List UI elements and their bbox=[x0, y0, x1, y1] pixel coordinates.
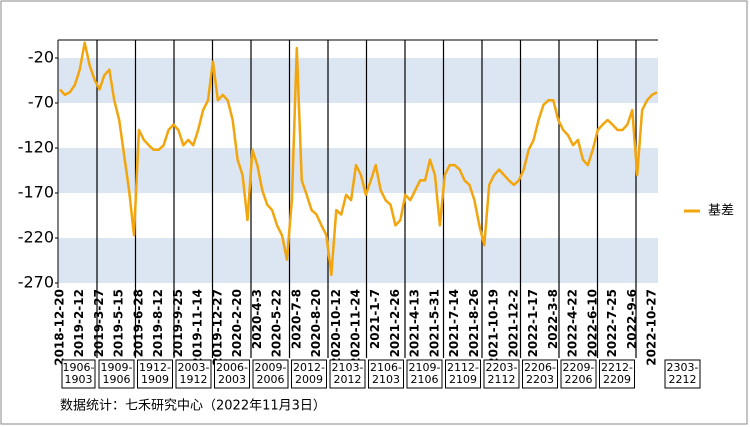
x-tick-label: 2020-7-8 bbox=[289, 289, 303, 349]
contract-label: 2203 bbox=[526, 373, 554, 386]
x-tick-label: 2019-11-14 bbox=[191, 289, 205, 366]
contract-label: 2009 bbox=[295, 373, 323, 386]
contract-label: 2303- bbox=[667, 361, 699, 374]
x-tick-label: 2022-6-10 bbox=[585, 289, 599, 357]
contract-box bbox=[560, 359, 597, 389]
contract-box bbox=[445, 359, 481, 389]
contract-label: 2106- bbox=[370, 361, 402, 374]
contract-label: 1909- bbox=[101, 361, 133, 374]
data-line bbox=[59, 41, 658, 277]
contract-box bbox=[137, 359, 173, 389]
x-tick-label: 2021-7-14 bbox=[447, 289, 461, 357]
x-tick-label: 2020-8-20 bbox=[309, 289, 323, 357]
contract-label: 1912 bbox=[180, 373, 208, 386]
contract-label: 2209- bbox=[563, 361, 595, 374]
band bbox=[58, 58, 658, 103]
contract-label: 2006- bbox=[216, 361, 248, 374]
x-tick-label: 2018-12-20 bbox=[53, 289, 67, 366]
legend-label: 基差 bbox=[708, 204, 734, 219]
x-tick-label: 2022-10-27 bbox=[645, 289, 659, 366]
contract-box bbox=[175, 359, 212, 389]
contract-label: 2206- bbox=[524, 361, 556, 374]
contract-label: 2103 bbox=[372, 373, 400, 386]
contract-label: 2006 bbox=[257, 373, 285, 386]
contract-label: 2112 bbox=[488, 373, 516, 386]
y-tick-label: -120 bbox=[18, 138, 54, 157]
x-tick-label: 2021-8-26 bbox=[467, 289, 481, 357]
x-tick-label: 2019-8-12 bbox=[151, 289, 165, 357]
contract-box bbox=[98, 359, 135, 389]
contract-box bbox=[522, 359, 558, 389]
contract-label: 2203- bbox=[486, 361, 518, 374]
contract-label: 2209 bbox=[603, 373, 631, 386]
contract-box bbox=[61, 359, 96, 389]
contract-label: 2009- bbox=[255, 361, 287, 374]
x-tick-label: 2020-2-20 bbox=[230, 289, 244, 357]
contract-label: 2212- bbox=[601, 361, 633, 374]
x-tick-label: 2020-5-22 bbox=[270, 289, 284, 357]
contract-box bbox=[664, 359, 701, 389]
contract-label: 2106 bbox=[411, 373, 439, 386]
contract-box bbox=[329, 359, 366, 389]
contract-label: 1906 bbox=[103, 373, 131, 386]
contract-box bbox=[483, 359, 520, 389]
contract-box bbox=[291, 359, 327, 389]
x-tick-label: 2019-2-12 bbox=[72, 289, 86, 357]
x-tick-label: 2019-9-25 bbox=[171, 289, 185, 357]
contract-label: 2012- bbox=[293, 361, 325, 374]
x-tick-label: 2021-2-26 bbox=[388, 289, 402, 357]
x-tick-label: 2021-10-19 bbox=[487, 289, 501, 366]
x-tick-label: 2022-4-22 bbox=[566, 289, 580, 357]
contract-label: 2206 bbox=[565, 373, 593, 386]
y-tick-label: -270 bbox=[18, 273, 54, 292]
x-tick-label: 2020-11-24 bbox=[349, 289, 363, 366]
x-tick-label: 2022-9-6 bbox=[625, 289, 639, 349]
contract-box bbox=[368, 359, 404, 389]
y-tick-label: -20 bbox=[28, 48, 54, 67]
contract-label: 2003 bbox=[218, 373, 246, 386]
contract-label: 2212 bbox=[669, 373, 697, 386]
x-tick-label: 2019-5-15 bbox=[112, 289, 126, 357]
x-tick-label: 2021-12-2 bbox=[506, 289, 520, 357]
contract-label: 1912- bbox=[139, 361, 171, 374]
x-tick-label: 2019-6-28 bbox=[131, 289, 145, 357]
contract-box bbox=[252, 359, 289, 389]
contract-box bbox=[214, 359, 250, 389]
contract-box bbox=[406, 359, 443, 389]
y-tick-label: -170 bbox=[18, 183, 54, 202]
band bbox=[58, 238, 658, 283]
x-tick-label: 2021-4-13 bbox=[408, 289, 422, 357]
x-tick-label: 2019-3-27 bbox=[92, 289, 106, 357]
contract-label: 2103- bbox=[332, 361, 364, 374]
source-note: 数据统计：七禾研究中心（2022年11月3日） bbox=[60, 399, 326, 414]
y-tick-label: -70 bbox=[28, 93, 54, 112]
y-tick-label: -220 bbox=[18, 228, 54, 247]
contract-label: 1909 bbox=[141, 373, 169, 386]
x-tick-label: 2022-7-25 bbox=[605, 289, 619, 357]
x-tick-label: 2021-1-7 bbox=[368, 289, 382, 349]
contract-label: 1903 bbox=[65, 373, 93, 386]
x-tick-label: 2022-3-8 bbox=[546, 289, 560, 349]
x-tick-label: 2020-4-3 bbox=[250, 289, 264, 349]
contract-label: 2109 bbox=[449, 373, 477, 386]
contract-label: 2109- bbox=[409, 361, 441, 374]
contract-label: 2003- bbox=[178, 361, 210, 374]
contract-box bbox=[599, 359, 635, 389]
contract-label: 2112- bbox=[447, 361, 479, 374]
x-tick-label: 2019-12-27 bbox=[210, 289, 224, 366]
x-tick-label: 2021-5-31 bbox=[427, 289, 441, 357]
contract-label: 2012 bbox=[334, 373, 362, 386]
x-tick-label: 2022-1-17 bbox=[526, 289, 540, 357]
x-tick-label: 2020-10-12 bbox=[329, 289, 343, 366]
contract-label: 1906- bbox=[63, 361, 95, 374]
